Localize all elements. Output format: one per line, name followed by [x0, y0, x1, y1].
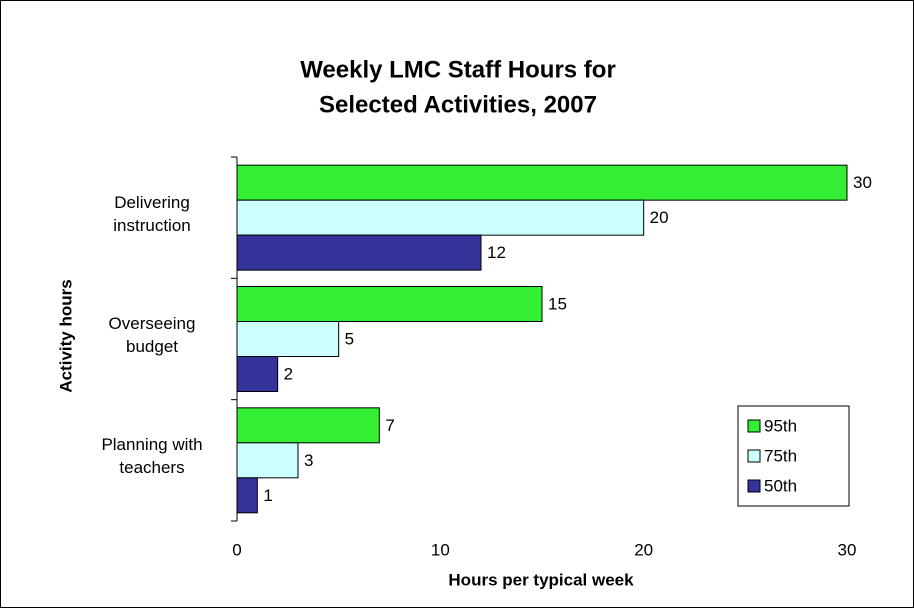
- value-label: 30: [853, 173, 872, 192]
- value-label: 15: [548, 294, 567, 313]
- x-tick-label: 10: [431, 540, 450, 559]
- y-axis-label: Activity hours: [56, 279, 75, 392]
- chart-title: Weekly LMC Staff Hours for: [300, 56, 616, 83]
- bar: [236, 199, 645, 236]
- value-label: 2: [284, 364, 293, 383]
- category-label: Delivering instruction: [113, 192, 191, 235]
- legend-label: 50th: [764, 476, 797, 495]
- bar: [236, 477, 258, 514]
- value-label: 3: [304, 451, 313, 470]
- category-label: Planning with teachers: [101, 435, 203, 478]
- bar: [236, 407, 380, 444]
- legend-swatch: [747, 419, 761, 433]
- value-label: 20: [650, 208, 669, 227]
- x-axis-label: Hours per typical week: [448, 570, 634, 589]
- bar: [236, 286, 543, 322]
- x-tick-label: 0: [232, 540, 241, 559]
- value-label: 7: [385, 416, 394, 435]
- legend-swatch: [747, 479, 761, 493]
- bar: [236, 442, 299, 479]
- bar: [236, 356, 279, 392]
- x-tick-label: 30: [838, 540, 857, 559]
- legend-label: 75th: [764, 446, 797, 465]
- legend-label: 95th: [764, 416, 797, 435]
- bar: [236, 321, 340, 357]
- legend-swatch: [747, 449, 761, 463]
- bar: [236, 234, 482, 271]
- chart-title: Selected Activities, 2007: [319, 91, 597, 118]
- value-label: 12: [487, 243, 506, 262]
- value-label: 1: [263, 486, 272, 505]
- x-tick-label: 20: [634, 540, 653, 559]
- category-label: Overseeing budget: [108, 314, 196, 356]
- bar: [236, 164, 848, 201]
- value-label: 5: [345, 329, 354, 348]
